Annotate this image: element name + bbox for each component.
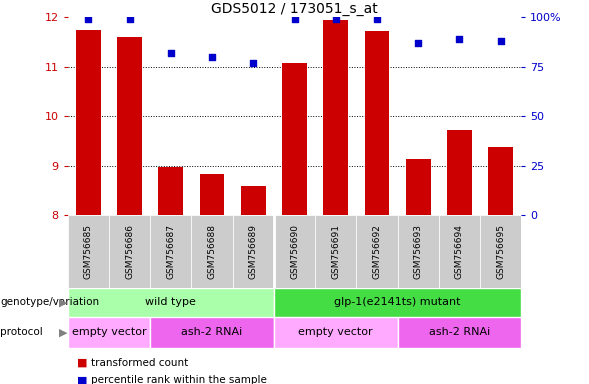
Title: GDS5012 / 173051_s_at: GDS5012 / 173051_s_at bbox=[211, 2, 378, 16]
Text: GSM756693: GSM756693 bbox=[413, 224, 423, 279]
Bar bbox=[315, 215, 356, 288]
Bar bbox=[109, 215, 150, 288]
Text: glp-1(e2141ts) mutant: glp-1(e2141ts) mutant bbox=[335, 297, 461, 308]
Point bbox=[207, 54, 217, 60]
Bar bbox=[76, 30, 101, 215]
Text: wild type: wild type bbox=[145, 297, 196, 308]
Point bbox=[331, 16, 340, 22]
Text: protocol: protocol bbox=[0, 327, 43, 337]
Text: GSM756688: GSM756688 bbox=[207, 224, 217, 279]
Bar bbox=[356, 215, 398, 288]
Text: ash-2 RNAi: ash-2 RNAi bbox=[429, 327, 490, 337]
Bar bbox=[150, 317, 274, 348]
Text: GSM756695: GSM756695 bbox=[496, 224, 505, 279]
Bar bbox=[68, 317, 150, 348]
Text: empty vector: empty vector bbox=[72, 327, 146, 337]
Bar bbox=[398, 317, 521, 348]
Bar bbox=[68, 288, 274, 317]
Text: genotype/variation: genotype/variation bbox=[0, 297, 99, 308]
Point bbox=[84, 16, 93, 22]
Text: transformed count: transformed count bbox=[91, 358, 188, 368]
Bar bbox=[117, 37, 142, 215]
Text: ▶: ▶ bbox=[59, 297, 68, 308]
Bar bbox=[191, 215, 233, 288]
Bar bbox=[68, 215, 109, 288]
Text: ■: ■ bbox=[77, 358, 87, 368]
Point bbox=[290, 16, 299, 22]
Point bbox=[413, 40, 423, 46]
Bar bbox=[150, 215, 191, 288]
Point bbox=[125, 16, 134, 22]
Bar bbox=[365, 31, 389, 215]
Text: GSM756694: GSM756694 bbox=[455, 224, 464, 279]
Text: GSM756689: GSM756689 bbox=[249, 224, 258, 279]
Point bbox=[249, 60, 258, 66]
Bar bbox=[274, 215, 315, 288]
Point bbox=[455, 36, 464, 42]
Text: GSM756685: GSM756685 bbox=[84, 224, 93, 279]
Bar bbox=[158, 167, 183, 215]
Bar bbox=[480, 215, 521, 288]
Text: percentile rank within the sample: percentile rank within the sample bbox=[91, 375, 267, 384]
Text: ■: ■ bbox=[77, 375, 87, 384]
Bar bbox=[282, 63, 307, 215]
Text: GSM756691: GSM756691 bbox=[331, 224, 340, 279]
Bar bbox=[274, 317, 398, 348]
Bar bbox=[398, 215, 439, 288]
Bar bbox=[241, 186, 266, 215]
Bar bbox=[274, 288, 521, 317]
Bar bbox=[447, 130, 472, 215]
Text: GSM756692: GSM756692 bbox=[372, 224, 382, 279]
Point bbox=[496, 38, 505, 44]
Text: GSM756690: GSM756690 bbox=[290, 224, 299, 279]
Bar bbox=[406, 159, 431, 215]
Bar bbox=[200, 174, 224, 215]
Text: ▶: ▶ bbox=[59, 327, 68, 337]
Point bbox=[166, 50, 176, 56]
Bar bbox=[488, 147, 513, 215]
Bar bbox=[439, 215, 480, 288]
Text: empty vector: empty vector bbox=[299, 327, 373, 337]
Bar bbox=[323, 20, 348, 215]
Text: GSM756686: GSM756686 bbox=[125, 224, 134, 279]
Text: GSM756687: GSM756687 bbox=[166, 224, 176, 279]
Text: ash-2 RNAi: ash-2 RNAi bbox=[181, 327, 243, 337]
Bar bbox=[233, 215, 274, 288]
Point bbox=[372, 16, 382, 22]
